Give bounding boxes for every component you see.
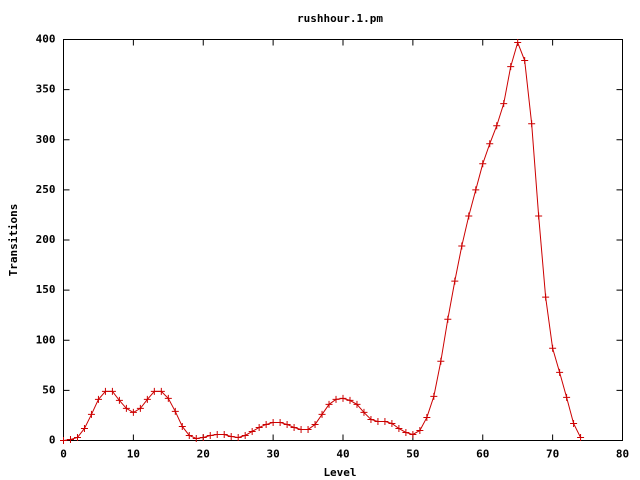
point-marker [185, 431, 193, 439]
point-marker [577, 433, 585, 441]
point-marker [332, 395, 340, 403]
point-marker [339, 394, 347, 402]
point-marker [269, 418, 277, 426]
point-marker [402, 428, 410, 436]
point-marker [346, 396, 354, 404]
point-marker [437, 357, 445, 365]
point-marker [290, 423, 298, 431]
x-tick-label: 80 [616, 448, 629, 461]
point-marker [486, 140, 494, 148]
point-marker [255, 423, 263, 431]
point-marker [192, 434, 200, 442]
x-tick-label: 20 [197, 448, 210, 461]
point-marker [108, 387, 116, 395]
point-marker [535, 212, 543, 220]
y-tick-label: 350 [36, 83, 56, 96]
point-marker [304, 425, 312, 433]
point-marker [388, 419, 396, 427]
point-marker [87, 410, 95, 418]
point-marker [444, 315, 452, 323]
point-marker [374, 417, 382, 425]
point-marker [353, 400, 361, 408]
point-marker [409, 430, 417, 438]
point-marker [164, 394, 172, 402]
point-marker [206, 431, 214, 439]
point-marker [248, 427, 256, 435]
y-tick-label: 300 [36, 133, 56, 146]
y-tick-label: 0 [49, 434, 56, 447]
x-tick-label: 70 [546, 448, 559, 461]
y-tick-label: 150 [36, 283, 56, 296]
point-marker [360, 408, 368, 416]
point-marker [514, 39, 522, 47]
point-marker [311, 420, 319, 428]
point-marker [122, 404, 130, 412]
point-marker [528, 120, 536, 128]
point-marker [234, 433, 242, 441]
point-marker [101, 387, 109, 395]
point-marker [472, 186, 480, 194]
y-tick-label: 200 [36, 233, 56, 246]
point-marker [423, 413, 431, 421]
point-marker [458, 242, 466, 250]
point-marker [262, 420, 270, 428]
point-marker [367, 415, 375, 423]
point-marker [556, 368, 564, 376]
point-marker [276, 418, 284, 426]
x-tick-label: 50 [406, 448, 419, 461]
x-tick-label: 40 [336, 448, 349, 461]
point-marker [451, 277, 459, 285]
x-tick-label: 30 [267, 448, 280, 461]
point-marker [479, 160, 487, 168]
point-marker [297, 425, 305, 433]
point-marker [213, 430, 221, 438]
point-marker [143, 395, 151, 403]
y-tick-label: 250 [36, 183, 56, 196]
point-marker [507, 63, 515, 71]
point-marker [500, 100, 508, 108]
point-marker [73, 433, 81, 441]
x-tick-label: 60 [476, 448, 489, 461]
point-marker [150, 387, 158, 395]
point-marker [199, 433, 207, 441]
point-marker [465, 212, 473, 220]
point-marker [521, 57, 529, 65]
point-marker [563, 393, 571, 401]
point-marker [381, 417, 389, 425]
point-marker [115, 396, 123, 404]
point-marker [60, 437, 67, 444]
point-marker [80, 424, 88, 432]
point-marker [227, 432, 235, 440]
point-marker [325, 400, 333, 408]
y-tick-label: 400 [36, 33, 56, 46]
point-marker [171, 407, 179, 415]
point-marker [178, 422, 186, 430]
point-marker [136, 404, 144, 412]
point-marker [220, 430, 228, 438]
y-axis-label: Transitions [7, 204, 20, 277]
point-marker [542, 293, 550, 301]
point-marker [241, 431, 249, 439]
x-tick-label: 10 [127, 448, 140, 461]
point-marker [493, 122, 501, 130]
point-marker [395, 424, 403, 432]
y-tick-label: 100 [36, 333, 56, 346]
point-marker [66, 435, 74, 443]
point-marker [416, 426, 424, 434]
point-marker [283, 420, 291, 428]
point-marker [549, 344, 557, 352]
chart-title: rushhour.1.pm [297, 12, 383, 25]
x-axis-label: Level [323, 466, 356, 479]
point-marker [318, 410, 326, 418]
x-tick-label: 0 [60, 448, 67, 461]
point-marker [94, 395, 102, 403]
y-tick-label: 50 [42, 383, 55, 396]
point-marker [430, 392, 438, 400]
point-marker [570, 419, 578, 427]
point-marker [157, 387, 165, 395]
point-marker [129, 408, 137, 416]
